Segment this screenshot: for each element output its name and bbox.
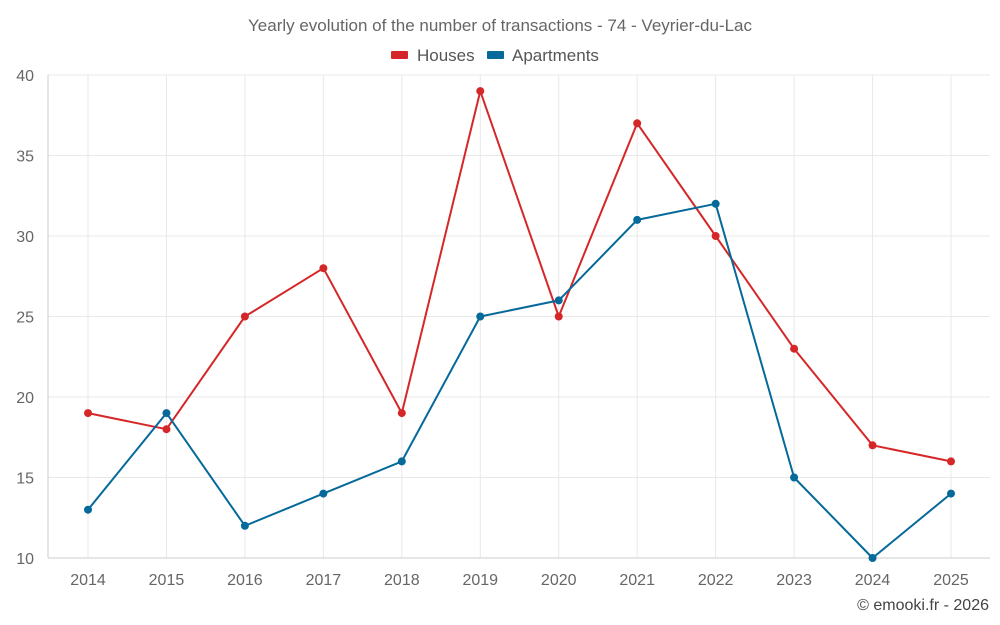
- data-point-houses-2024[interactable]: [868, 441, 877, 450]
- x-axis-ticks: 2014 2015 2016 2017 2018 2019 2020 2021 2022 2023…: [70, 572, 969, 589]
- data-point-apartments-2023[interactable]: [790, 473, 799, 482]
- data-point-houses-2014[interactable]: [84, 409, 92, 418]
- x-tick-label-2018: 2018: [384, 572, 420, 589]
- data-point-houses-2016[interactable]: [240, 312, 249, 321]
- data-point-apartments-2018[interactable]: [397, 457, 406, 466]
- series-houses: [84, 87, 955, 466]
- data-point-apartments-2017[interactable]: [319, 489, 328, 498]
- x-tick-label-2020: 2020: [541, 572, 577, 589]
- series-layer: [84, 87, 955, 562]
- data-point-houses-2022[interactable]: [711, 232, 720, 240]
- data-point-houses-2025[interactable]: [947, 457, 955, 466]
- y-tick-label-15: 15: [16, 471, 34, 488]
- x-tick-label-2023: 2023: [776, 572, 812, 589]
- x-tick-label-2015: 2015: [149, 572, 185, 589]
- x-tick-label-2014: 2014: [70, 572, 106, 589]
- legend-label-houses: Houses: [417, 46, 475, 65]
- data-point-houses-2019[interactable]: [476, 87, 485, 96]
- x-tick-label-2021: 2021: [619, 572, 655, 589]
- y-tick-label-35: 35: [16, 149, 34, 166]
- legend: Houses Apartments: [391, 46, 599, 65]
- y-tick-label-20: 20: [16, 390, 34, 407]
- legend-swatch-apartments: [487, 51, 504, 59]
- y-tick-label-10: 10: [16, 551, 34, 568]
- data-point-houses-2018[interactable]: [397, 409, 406, 418]
- legend-swatch-houses: [391, 51, 408, 59]
- y-tick-label-25: 25: [16, 310, 34, 327]
- x-tick-label-2022: 2022: [698, 572, 734, 589]
- data-point-houses-2021[interactable]: [633, 119, 642, 128]
- data-point-apartments-2020[interactable]: [554, 296, 563, 305]
- grid: [47, 74, 990, 559]
- data-point-houses-2017[interactable]: [319, 264, 328, 273]
- legend-label-apartments: Apartments: [512, 46, 599, 65]
- series-apartments: [84, 199, 955, 562]
- data-point-apartments-2019[interactable]: [476, 312, 485, 321]
- series-line-apartments: [87, 202, 952, 559]
- credit-text: © emooki.fr - 2026: [857, 597, 989, 614]
- x-tick-label-2025: 2025: [933, 572, 969, 589]
- data-point-apartments-2022[interactable]: [711, 199, 720, 208]
- data-point-houses-2020[interactable]: [554, 312, 563, 321]
- data-point-apartments-2025[interactable]: [947, 489, 955, 498]
- data-point-houses-2023[interactable]: [790, 344, 799, 353]
- legend-item-apartments[interactable]: Apartments: [487, 46, 599, 65]
- legend-item-houses[interactable]: Houses: [391, 46, 475, 65]
- data-point-houses-2015[interactable]: [162, 425, 171, 434]
- data-point-apartments-2024[interactable]: [868, 554, 877, 562]
- data-point-apartments-2014[interactable]: [84, 505, 92, 514]
- series-line-houses: [87, 90, 952, 463]
- data-point-apartments-2021[interactable]: [633, 215, 642, 224]
- x-tick-label-2017: 2017: [306, 572, 342, 589]
- x-tick-label-2024: 2024: [855, 572, 891, 589]
- y-tick-label-30: 30: [16, 229, 34, 246]
- x-tick-label-2019: 2019: [462, 572, 498, 589]
- y-tick-label-40: 40: [16, 68, 34, 85]
- data-point-apartments-2016[interactable]: [240, 521, 249, 530]
- y-axis-ticks: 10 15 20 25 30 35 40: [16, 68, 34, 568]
- x-tick-label-2016: 2016: [227, 572, 263, 589]
- chart-title: Yearly evolution of the number of transa…: [248, 16, 752, 35]
- data-point-apartments-2015[interactable]: [162, 409, 171, 418]
